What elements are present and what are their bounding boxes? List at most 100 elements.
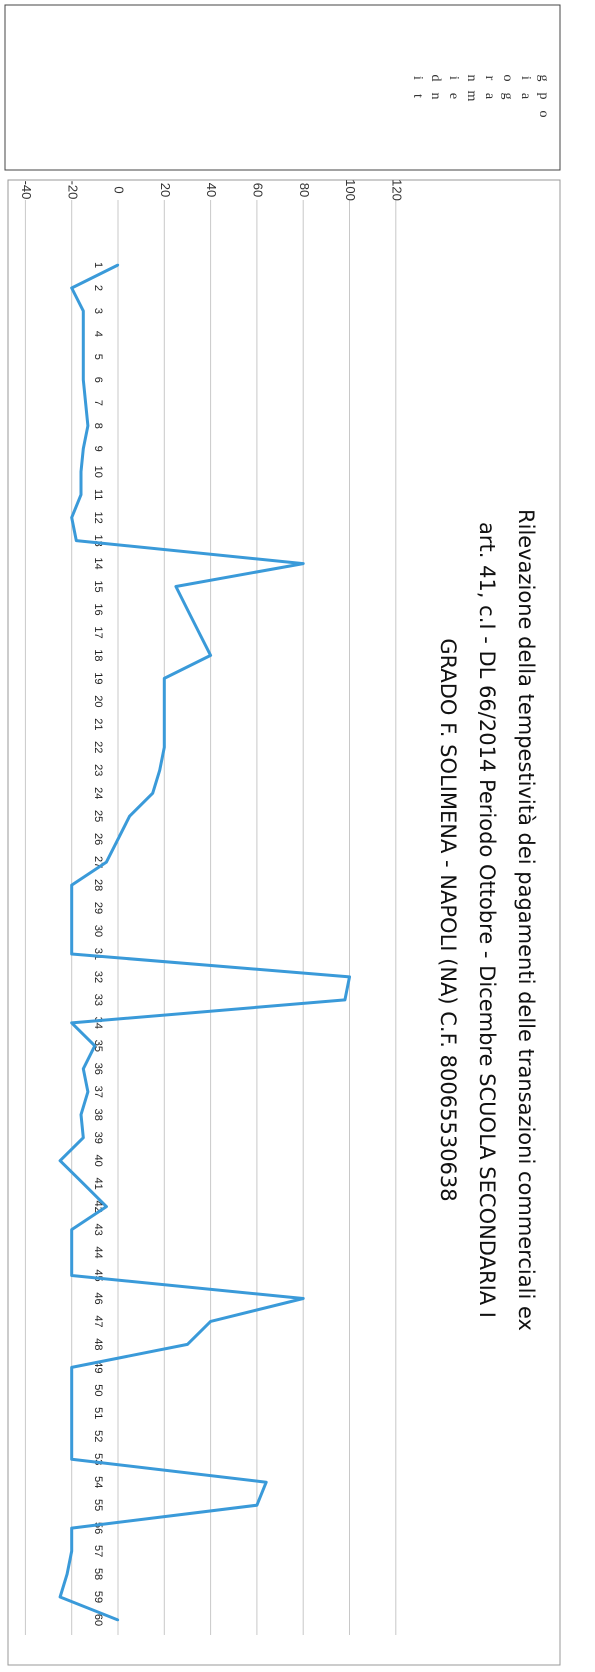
x-tick-label: 29 (92, 902, 104, 914)
chart-frame (7, 179, 561, 1666)
x-tick-label: 25 (92, 810, 104, 822)
x-tick-label: 44 (92, 1246, 104, 1258)
data-point (82, 447, 85, 450)
legend-letter: e (446, 93, 461, 99)
data-point (197, 631, 201, 634)
data-point (116, 1618, 120, 1622)
data-point (82, 1182, 85, 1185)
x-tick-label: 28 (92, 879, 104, 891)
y-tick-label: -40 (19, 181, 34, 200)
legend-letter: o (500, 75, 515, 82)
x-tick-label: 7 (92, 400, 104, 406)
plot-frame (7, 179, 561, 1666)
x-tick-label: 31 (92, 948, 104, 960)
x-tick-label: 17 (92, 626, 104, 638)
legend-letter: t (410, 94, 425, 98)
x-tick-label: 3 (92, 308, 104, 314)
data-point (348, 975, 351, 979)
x-tick-label: 59 (92, 1591, 104, 1603)
legend-letter: d (428, 75, 443, 82)
x-tick-label: 33 (92, 994, 104, 1006)
data-point (174, 585, 178, 588)
x-tick-label: 47 (92, 1315, 104, 1327)
data-point (65, 1572, 69, 1576)
y-tick-label: 80 (297, 183, 312, 197)
x-tick-label: 48 (92, 1338, 104, 1350)
data-point (86, 1090, 90, 1094)
y-tick-label: 120 (389, 179, 404, 201)
chart-title-line: GRADO F. SOLIMENA - NAPOLI (NA) C.F. 800… (436, 638, 460, 1201)
data-point (151, 792, 154, 795)
data-point (158, 769, 161, 772)
data-point (58, 1595, 62, 1599)
legend-letter: a (482, 93, 497, 100)
x-tick-label: 52 (92, 1430, 104, 1442)
x-tick-label: 10 (92, 466, 104, 478)
data-point (82, 309, 85, 313)
x-tick-label: 60 (92, 1614, 104, 1626)
data-point (86, 424, 90, 427)
data-point (70, 883, 73, 887)
data-point (128, 815, 131, 818)
x-tick-label: 16 (92, 603, 104, 615)
x-tick-label: 40 (92, 1155, 104, 1167)
data-point (70, 1228, 73, 1231)
x-tick-label: 58 (92, 1568, 104, 1580)
data-point (70, 952, 73, 956)
x-tick-label: 1 (92, 262, 104, 268)
data-point (343, 998, 347, 1002)
data-point (82, 332, 85, 336)
data-point (70, 1389, 73, 1392)
data-point (58, 1159, 62, 1162)
data-point (116, 838, 120, 841)
x-tick-label: 22 (92, 741, 104, 753)
x-tick-label: 34 (92, 1017, 104, 1029)
x-tick-label: 2 (92, 285, 104, 291)
legend-letter: n (428, 93, 443, 100)
x-tick-label: 11 (92, 489, 104, 500)
data-point (186, 1343, 189, 1346)
legend-letter: o (536, 111, 551, 118)
legend-letter: p (536, 93, 551, 100)
legend-letter: i (410, 76, 425, 80)
data-point (186, 608, 189, 611)
x-tick-label: 8 (92, 423, 104, 429)
data-point (163, 677, 166, 680)
legend-letter: i (518, 76, 533, 80)
data-point (209, 1320, 212, 1323)
legend-frame (4, 4, 561, 171)
data-point (105, 860, 108, 864)
data-point (163, 700, 166, 703)
data-point (70, 1458, 73, 1461)
chart-title-line: Rilevazione della tempestività dei pagam… (514, 509, 538, 1331)
x-tick-label: 54 (92, 1476, 104, 1488)
x-tick-label: 32 (92, 971, 104, 983)
data-point (93, 1044, 97, 1048)
x-tick-label: 37 (92, 1086, 104, 1098)
x-tick-label: 14 (92, 557, 104, 569)
x-tick-label: 36 (92, 1063, 104, 1075)
x-tick-label: 23 (92, 764, 104, 776)
x-tick-label: 15 (92, 580, 104, 592)
x-tick-label: 4 (92, 331, 104, 337)
data-point (82, 1136, 85, 1139)
data-point (70, 1526, 73, 1530)
data-point (70, 1366, 73, 1369)
y-tick-label: -20 (65, 181, 80, 200)
data-point (105, 1205, 108, 1208)
chart-title-line: art. 41, c.I - DL 66/2014 Periodo Ottobr… (475, 522, 499, 1318)
data-point (255, 1504, 259, 1507)
y-tick-label: 20 (158, 183, 173, 197)
data-point (70, 1251, 73, 1254)
x-tick-label: 9 (92, 446, 104, 452)
y-tick-label: 100 (343, 179, 358, 201)
x-tick-label: 20 (92, 695, 104, 707)
legend-letter: m (464, 91, 479, 102)
data-point (302, 1297, 305, 1300)
legend-letter: n (464, 75, 479, 82)
data-point (70, 1435, 73, 1438)
x-tick-label: 46 (92, 1292, 104, 1304)
legend-letter: g (500, 93, 515, 100)
